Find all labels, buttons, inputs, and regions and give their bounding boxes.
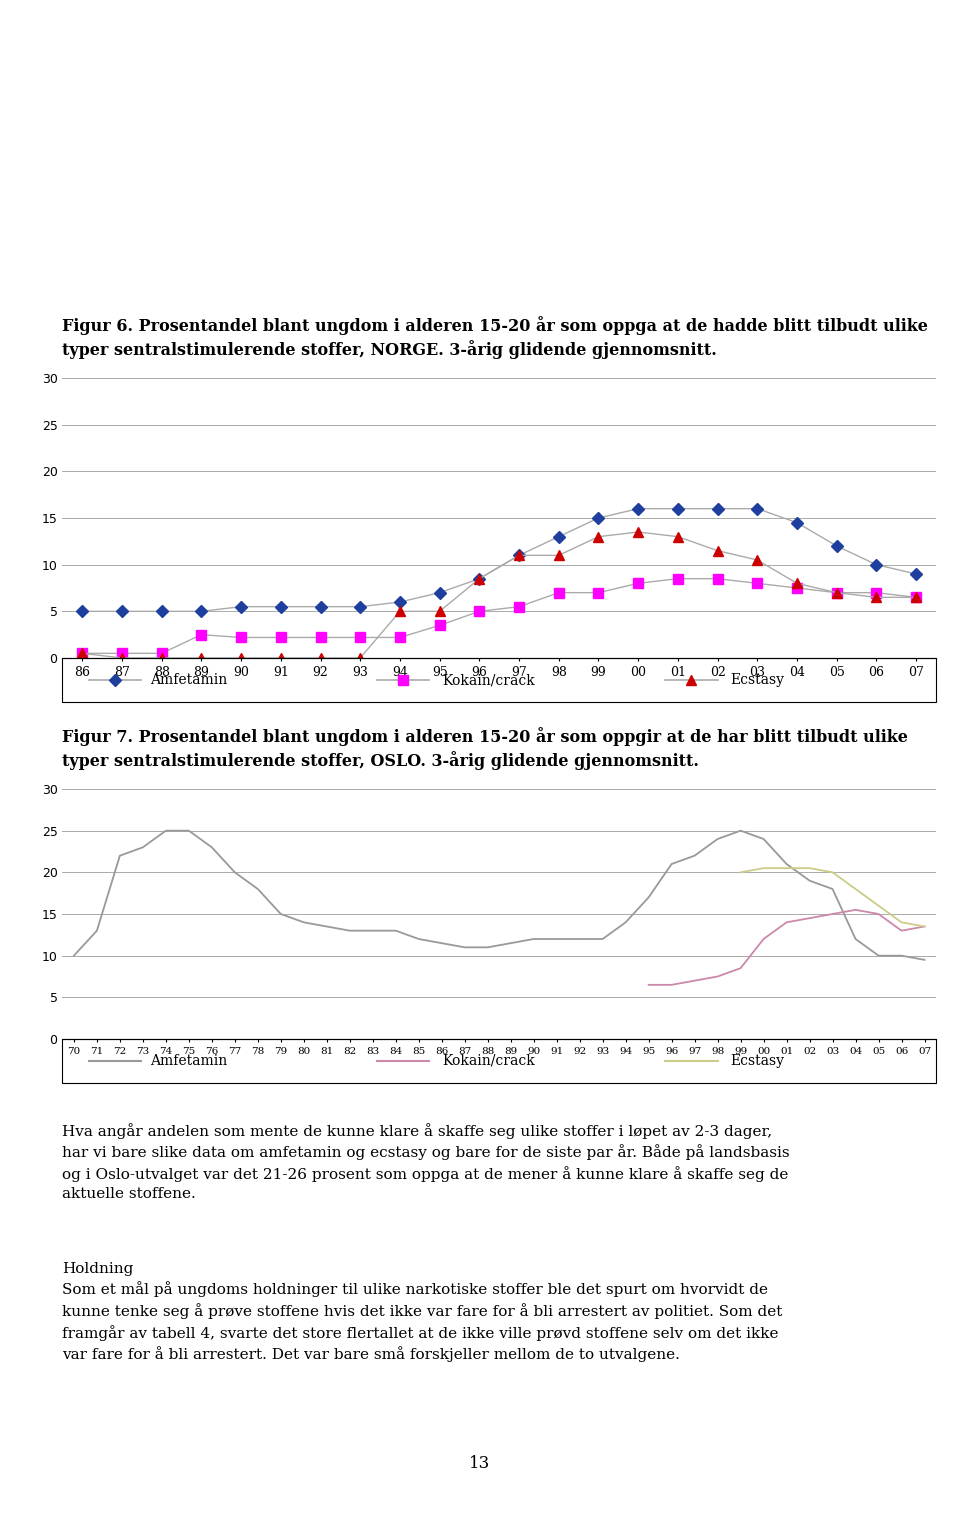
Text: 13: 13 bbox=[469, 1454, 491, 1472]
Text: Kokain/crack: Kokain/crack bbox=[443, 673, 535, 687]
Text: Figur 7. Prosentandel blant ungdom i alderen 15-20 år som oppgir at de har blitt: Figur 7. Prosentandel blant ungdom i ald… bbox=[62, 728, 908, 770]
Text: Ecstasy: Ecstasy bbox=[731, 1055, 784, 1068]
Text: Amfetamin: Amfetamin bbox=[150, 1055, 227, 1068]
Text: Holdning
Som et mål på ungdoms holdninger til ulike narkotiske stoffer ble det s: Holdning Som et mål på ungdoms holdninge… bbox=[62, 1262, 782, 1362]
Text: Ecstasy: Ecstasy bbox=[731, 673, 784, 687]
Text: Kokain/crack: Kokain/crack bbox=[443, 1055, 535, 1068]
Text: Hva angår andelen som mente de kunne klare å skaffe seg ulike stoffer i løpet av: Hva angår andelen som mente de kunne kla… bbox=[62, 1123, 790, 1201]
Text: Amfetamin: Amfetamin bbox=[150, 673, 227, 687]
Text: Figur 6. Prosentandel blant ungdom i alderen 15-20 år som oppga at de hadde blit: Figur 6. Prosentandel blant ungdom i ald… bbox=[62, 316, 928, 359]
